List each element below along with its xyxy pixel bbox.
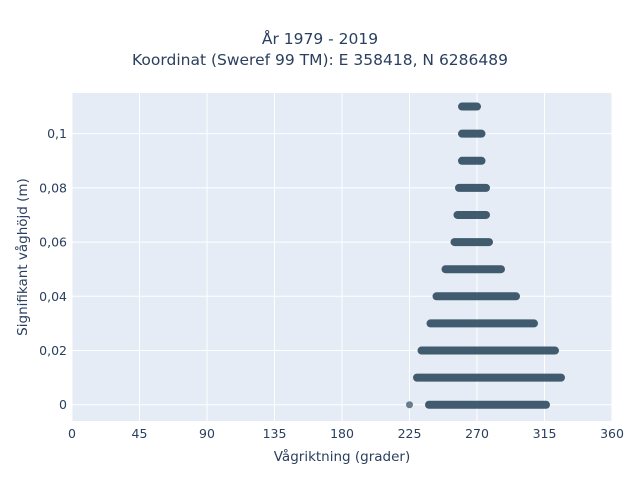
x-tick-label: 135 <box>263 426 287 441</box>
y-tick-label: 0 <box>59 397 67 412</box>
y-tick-label: 0,04 <box>39 289 67 304</box>
x-tick-label: 360 <box>600 426 624 441</box>
y-axis-ticks: 0 0,02 0,04 0,06 0,08 0,1 <box>39 126 67 412</box>
x-axis-ticks: 0 45 90 135 180 225 270 315 360 <box>68 426 624 441</box>
x-axis-label: Vågriktning (grader) <box>274 448 411 465</box>
y-tick-label: 0,08 <box>39 180 67 195</box>
y-axis-label: Signifikant våghöjd (m) <box>14 178 31 336</box>
x-tick-label: 315 <box>533 426 557 441</box>
chart-title-line1: År 1979 - 2019 <box>261 30 379 48</box>
y-tick-label: 0,02 <box>39 343 67 358</box>
data-points <box>406 401 413 409</box>
x-tick-label: 225 <box>398 426 422 441</box>
x-tick-label: 90 <box>199 426 215 441</box>
y-tick-label: 0,06 <box>39 235 67 250</box>
x-tick-label: 270 <box>465 426 489 441</box>
x-tick-label: 0 <box>68 426 76 441</box>
chart-title-line2: Koordinat (Sweref 99 TM): E 358418, N 62… <box>132 51 508 69</box>
y-tick-label: 0,1 <box>47 126 67 141</box>
data-point <box>406 401 413 409</box>
grid <box>71 93 613 421</box>
x-tick-label: 180 <box>330 426 354 441</box>
data-bands <box>413 102 565 409</box>
x-tick-label: 45 <box>132 426 148 441</box>
